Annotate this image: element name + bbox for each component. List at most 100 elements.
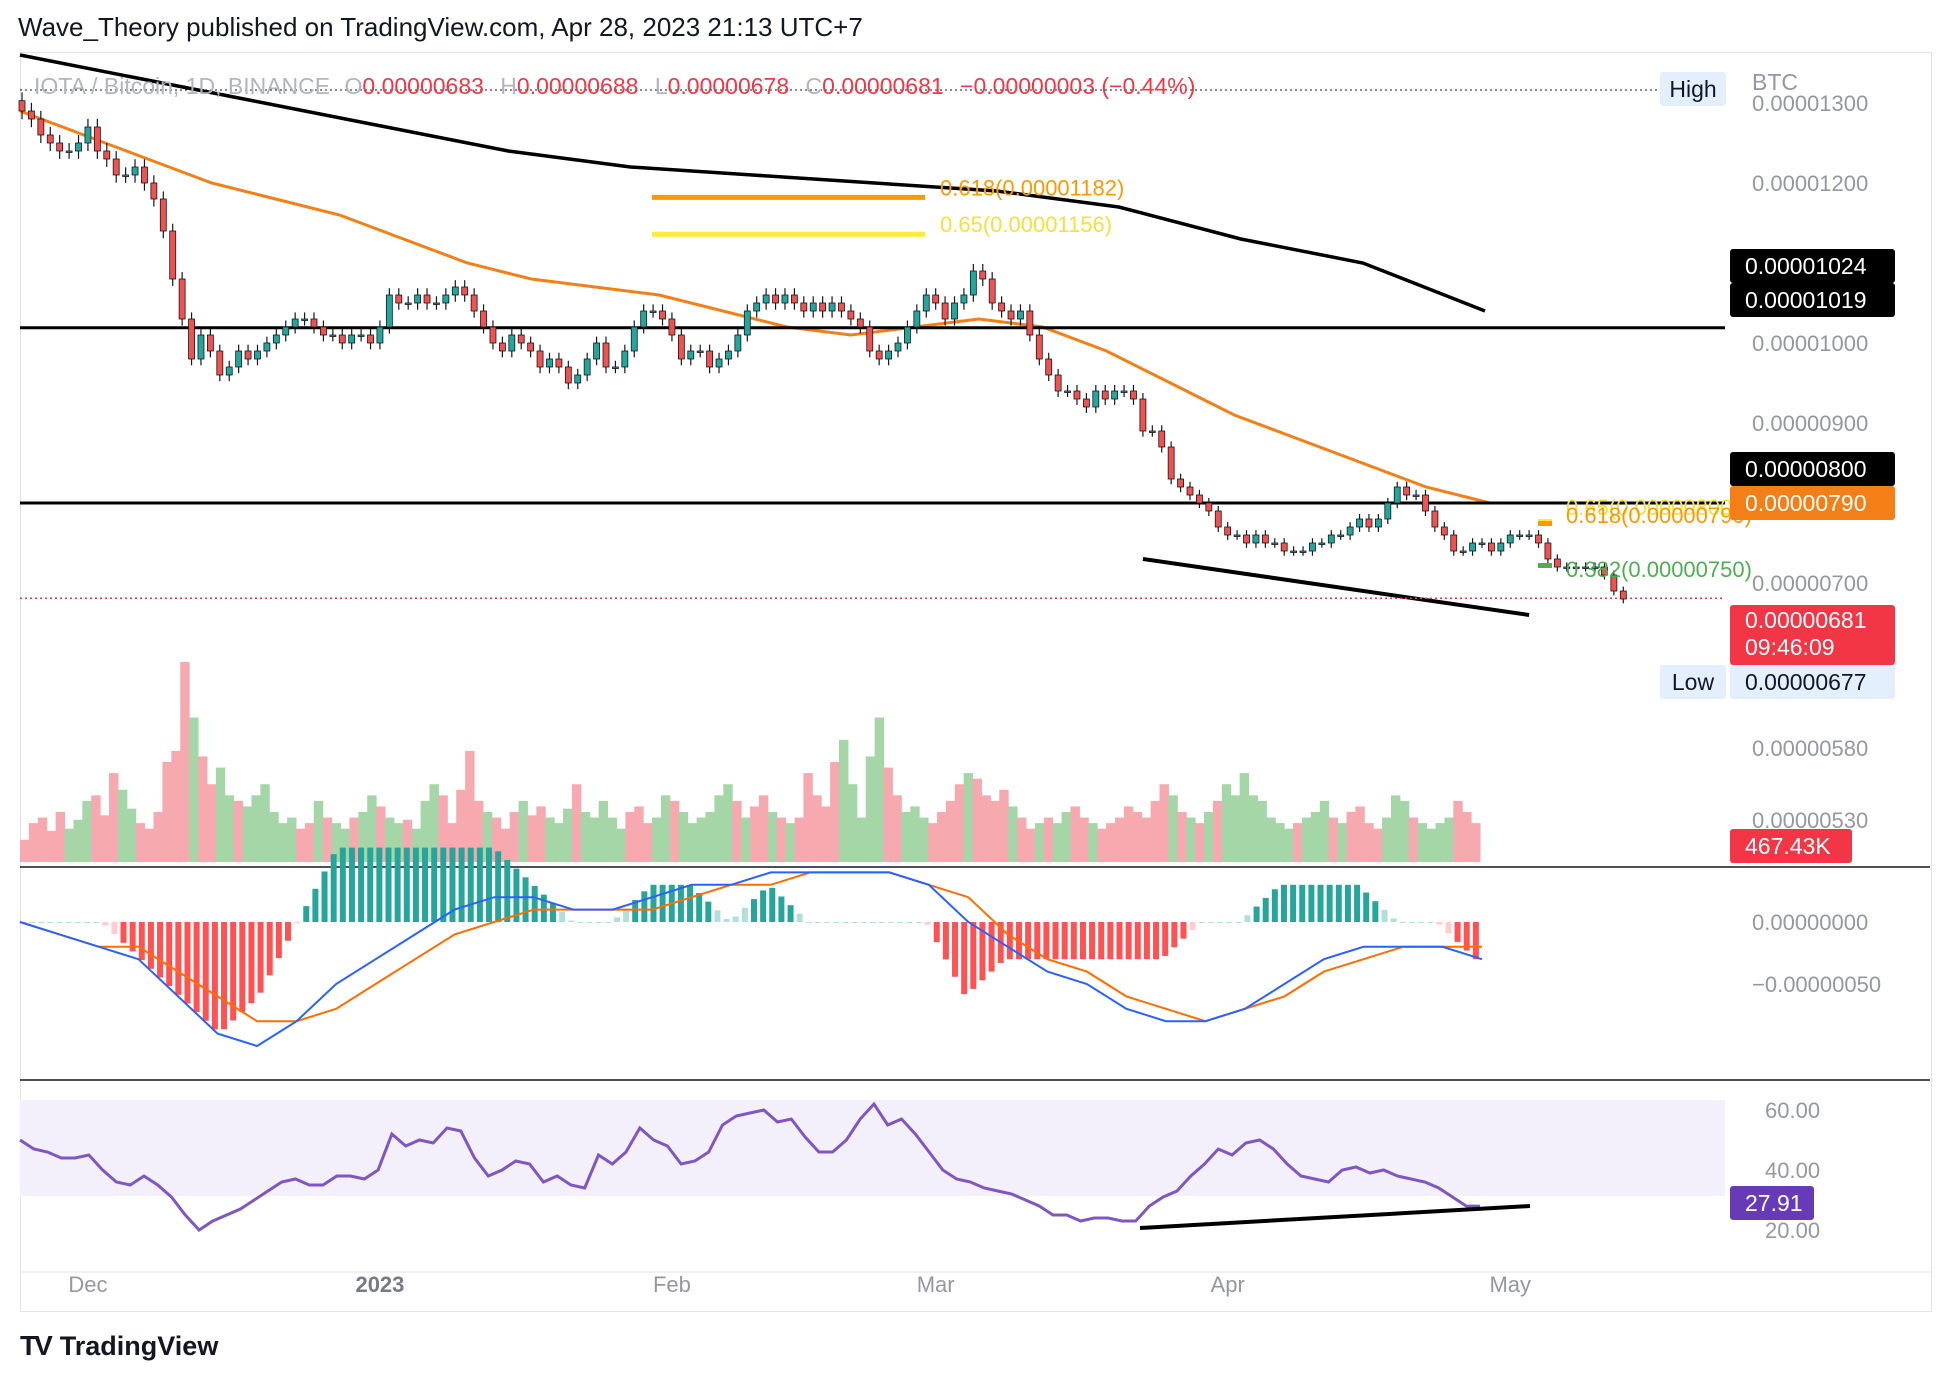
candle-body[interactable]: [442, 294, 450, 304]
candle-body[interactable]: [630, 326, 638, 352]
candle-body[interactable]: [847, 310, 855, 320]
candle-body[interactable]: [932, 294, 940, 304]
candle-body[interactable]: [1384, 502, 1392, 520]
candle-body[interactable]: [1572, 566, 1580, 569]
candle-body[interactable]: [414, 294, 422, 304]
candle-body[interactable]: [348, 334, 356, 344]
candle-body[interactable]: [178, 278, 186, 320]
candle-body[interactable]: [828, 302, 836, 312]
candle-body[interactable]: [969, 270, 977, 296]
candle-body[interactable]: [988, 278, 996, 304]
candle-body[interactable]: [1553, 558, 1561, 568]
time-axis[interactable]: Dec 2023 Feb Mar Apr May: [68, 1272, 1531, 1297]
candle-body[interactable]: [960, 294, 968, 304]
candle-body[interactable]: [546, 358, 553, 368]
candle-body[interactable]: [1422, 494, 1429, 512]
candle-body[interactable]: [1271, 542, 1279, 545]
candle-body[interactable]: [56, 142, 64, 152]
tradingview-logo[interactable]: TV TradingView: [20, 1330, 218, 1362]
candle-body[interactable]: [809, 302, 817, 312]
candle-body[interactable]: [1591, 566, 1599, 569]
candle-body[interactable]: [1205, 502, 1213, 512]
candle-body[interactable]: [659, 310, 666, 320]
candle-body[interactable]: [1177, 478, 1184, 488]
candle-body[interactable]: [1139, 398, 1147, 432]
candle-body[interactable]: [875, 350, 883, 360]
price-trendline[interactable]: [1142, 557, 1530, 617]
candle-body[interactable]: [385, 294, 393, 328]
candle-body[interactable]: [1393, 486, 1401, 504]
candle-body[interactable]: [357, 334, 365, 337]
candle-body[interactable]: [866, 326, 874, 352]
candle-body[interactable]: [1252, 534, 1260, 544]
candle-body[interactable]: [583, 358, 591, 376]
candle-body[interactable]: [376, 326, 384, 344]
candle-body[interactable]: [941, 302, 949, 320]
candle-body[interactable]: [668, 318, 676, 336]
candle-body[interactable]: [790, 294, 798, 304]
tag-0.00001019[interactable]: 0.00001019: [1730, 283, 1895, 317]
candle-body[interactable]: [1365, 518, 1373, 528]
candle-body[interactable]: [451, 286, 459, 296]
candle-body[interactable]: [291, 318, 299, 328]
candle-body[interactable]: [1101, 390, 1109, 400]
candle-body[interactable]: [1158, 430, 1166, 448]
candle-body[interactable]: [1243, 534, 1250, 544]
candle-body[interactable]: [1506, 534, 1514, 544]
candle-body[interactable]: [508, 334, 516, 352]
candle-body[interactable]: [244, 350, 252, 360]
candle-body[interactable]: [753, 302, 761, 312]
fib-0.618-marker[interactable]: [1538, 521, 1552, 526]
candle-body[interactable]: [772, 294, 779, 304]
candle-body[interactable]: [998, 302, 1006, 312]
candle-body[interactable]: [141, 166, 148, 184]
candle-body[interactable]: [1544, 542, 1552, 560]
candle-body[interactable]: [367, 334, 374, 344]
candle-body[interactable]: [1601, 566, 1608, 576]
candle-body[interactable]: [734, 334, 742, 352]
candle-body[interactable]: [1167, 446, 1175, 480]
candle-body[interactable]: [131, 166, 139, 176]
candle-body[interactable]: [216, 350, 224, 376]
candle-body[interactable]: [93, 126, 101, 152]
candle-body[interactable]: [743, 310, 751, 336]
candle-body[interactable]: [904, 326, 911, 344]
candle-body[interactable]: [1214, 510, 1222, 528]
candle-body[interactable]: [188, 318, 195, 360]
candle-body[interactable]: [470, 294, 478, 312]
candle-body[interactable]: [1196, 494, 1203, 504]
candle-body[interactable]: [1412, 494, 1420, 497]
candle-body[interactable]: [150, 182, 158, 200]
candle-body[interactable]: [46, 134, 54, 144]
candle-body[interactable]: [1309, 542, 1316, 552]
candle-body[interactable]: [885, 350, 892, 360]
macd-line[interactable]: [19, 871, 1483, 1048]
candle-body[interactable]: [395, 294, 403, 304]
candle-body[interactable]: [1082, 398, 1090, 408]
candle-body[interactable]: [1535, 534, 1542, 544]
candle-body[interactable]: [951, 302, 958, 320]
candle-body[interactable]: [1563, 566, 1571, 569]
candle-body[interactable]: [433, 302, 440, 305]
candle-body[interactable]: [103, 150, 111, 160]
candle-body[interactable]: [1469, 542, 1476, 552]
candle-body[interactable]: [84, 126, 92, 144]
candle-body[interactable]: [235, 350, 243, 368]
candle-body[interactable]: [272, 334, 280, 344]
candle-body[interactable]: [1619, 590, 1627, 600]
tag-rsi[interactable]: 27.91: [1730, 1186, 1814, 1220]
candle-body[interactable]: [1374, 518, 1382, 528]
candle-body[interactable]: [621, 350, 629, 368]
candle-body[interactable]: [1054, 374, 1062, 392]
candle-body[interactable]: [1488, 542, 1495, 552]
candle-body[interactable]: [18, 100, 26, 112]
candle-body[interactable]: [1497, 542, 1505, 552]
candle-body[interactable]: [338, 334, 346, 344]
fib-0.382-marker[interactable]: [1538, 563, 1552, 568]
candle-body[interactable]: [254, 350, 261, 360]
tag-0.00001024[interactable]: 0.00001024: [1730, 249, 1895, 283]
candle-body[interactable]: [1299, 550, 1307, 553]
candle-body[interactable]: [574, 374, 582, 384]
candle-body[interactable]: [122, 174, 130, 177]
